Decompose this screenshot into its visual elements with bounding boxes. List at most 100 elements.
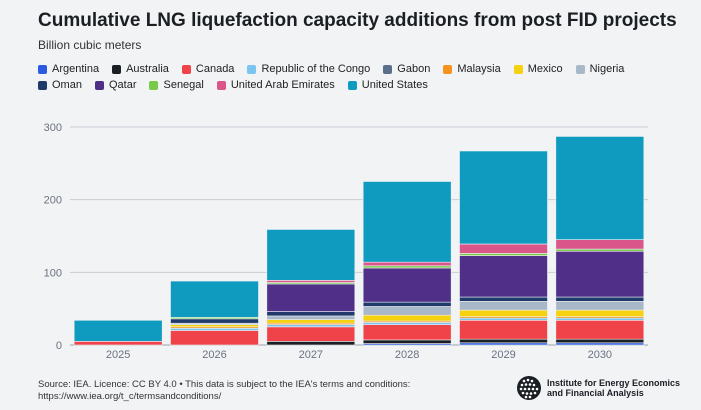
- y-tick-label: 300: [44, 122, 62, 134]
- chart-subtitle: Billion cubic meters: [38, 38, 142, 52]
- x-tick-label: 2029: [491, 349, 515, 361]
- x-tick-label: 2027: [299, 349, 323, 361]
- bar-segment-united-arab-emirates-2027[interactable]: [266, 280, 356, 283]
- source-line-2[interactable]: https://www.iea.org/t_c/termsandconditio…: [38, 391, 222, 402]
- bar-segment-united-arab-emirates-2029[interactable]: [459, 243, 548, 254]
- legend-swatch: [149, 80, 159, 90]
- bar-segment-qatar-2027[interactable]: [266, 283, 356, 312]
- legend-swatch: [383, 64, 393, 74]
- y-tick-label: 0: [56, 340, 62, 352]
- bar-segment-mexico-2026[interactable]: [170, 324, 259, 328]
- legend-label: Qatar: [108, 79, 137, 91]
- legend-item-nigeria[interactable]: Nigeria: [575, 62, 625, 76]
- bar-segment-republic-of-the-congo-2027[interactable]: [266, 324, 356, 328]
- bar-segment-republic-of-the-congo-2029[interactable]: [459, 317, 548, 321]
- bar-segment-united-states-2027[interactable]: [266, 229, 356, 281]
- chart-legend: Argentina Australia Canada Republic of the …: [38, 62, 678, 94]
- bar-segment-australia-2030[interactable]: [555, 338, 645, 344]
- legend-item-canada[interactable]: Canada: [181, 62, 234, 76]
- legend-label: Republic of the Congo: [261, 63, 371, 75]
- legend-item-senegal[interactable]: Senegal: [149, 78, 204, 92]
- bar-segment-united-states-2028[interactable]: [362, 181, 452, 263]
- ieefa-logo: Institute for Energy Economics and Finan…: [516, 375, 680, 401]
- x-tick-label: 2030: [588, 349, 612, 361]
- chart-svg: 0 100 200 300 2025 2026 2027 2028 2029 2030: [44, 122, 648, 361]
- legend-item-united-arab-emirates[interactable]: United Arab Emirates: [216, 78, 335, 92]
- bar-segment-mexico-2027[interactable]: [266, 319, 356, 324]
- legend-label: Senegal: [163, 79, 204, 91]
- bar-segment-nigeria-2027[interactable]: [266, 315, 356, 320]
- bar-segment-argentina-2030[interactable]: [555, 342, 645, 346]
- legend-item-qatar[interactable]: Qatar: [94, 78, 137, 92]
- legend-label: Australia: [126, 63, 169, 75]
- bar-segment-mexico-2028[interactable]: [362, 314, 452, 322]
- source-note: Source: IEA. Licence: CC BY 4.0 • This d…: [38, 379, 458, 403]
- bar-segment-canada-2028[interactable]: [362, 324, 452, 341]
- bar-segment-oman-2029[interactable]: [459, 296, 548, 302]
- legend-label: Argentina: [52, 63, 100, 75]
- legend-swatch: [443, 64, 453, 74]
- bar-segment-united-states-2029[interactable]: [459, 150, 548, 245]
- legend-item-argentina[interactable]: Argentina: [38, 62, 99, 76]
- bar-segment-nigeria-2029[interactable]: [459, 301, 548, 311]
- bar-segment-oman-2026[interactable]: [170, 318, 259, 324]
- bar-segment-canada-2025[interactable]: [73, 341, 163, 346]
- bar-segment-argentina-2029[interactable]: [459, 342, 548, 346]
- bar-segment-canada-2027[interactable]: [266, 326, 356, 342]
- legend-row-1: Argentina Australia Canada Republic of the …: [38, 62, 678, 76]
- legend-label: Oman: [52, 79, 82, 91]
- bar-segment-republic-of-the-congo-2028[interactable]: [362, 322, 452, 325]
- globe-icon: [517, 376, 541, 400]
- bar-segment-qatar-2028[interactable]: [362, 267, 452, 303]
- bar-segment-senegal-2030[interactable]: [555, 248, 645, 252]
- bar-segment-canada-2026[interactable]: [170, 330, 259, 346]
- bar-segment-mexico-2029[interactable]: [459, 309, 548, 317]
- bar-segment-united-arab-emirates-2028[interactable]: [362, 261, 452, 267]
- bar-segment-canada-2030[interactable]: [555, 319, 645, 340]
- logo-text: Institute for Energy Economics and Finan…: [547, 378, 680, 399]
- legend-item-mexico[interactable]: Mexico: [513, 62, 563, 76]
- logo-line-1: Institute for Energy Economics: [547, 377, 681, 388]
- bar-segment-united-arab-emirates-2030[interactable]: [555, 239, 645, 250]
- legend-swatch: [216, 80, 226, 90]
- legend-item-oman[interactable]: Oman: [38, 78, 82, 92]
- legend-swatch: [38, 80, 47, 90]
- bar-segment-oman-2027[interactable]: [266, 311, 356, 317]
- bar-segment-senegal-2028[interactable]: [362, 265, 452, 269]
- bar-segment-nigeria-2030[interactable]: [555, 301, 645, 311]
- legend-item-united-states[interactable]: United States: [347, 78, 428, 92]
- legend-label: Gabon: [397, 63, 431, 75]
- bar-segment-united-states-2025[interactable]: [73, 319, 163, 342]
- legend-row-2: Oman Qatar Senegal United Arab Emirates Unit…: [38, 78, 678, 92]
- chart-title: Cumulative LNG liquefaction capacity add…: [38, 10, 677, 31]
- legend-label: United States: [361, 79, 428, 91]
- legend-item-australia[interactable]: Australia: [112, 62, 169, 76]
- bar-segment-qatar-2029[interactable]: [459, 255, 548, 298]
- bar-segment-oman-2030[interactable]: [555, 296, 645, 302]
- bar-segment-canada-2029[interactable]: [459, 319, 548, 340]
- logo-line-2: and Financial Analysis: [547, 388, 644, 398]
- legend-item-malaysia[interactable]: Malaysia: [443, 62, 501, 76]
- legend-label: Nigeria: [589, 63, 625, 75]
- bar-segment-united-states-2030[interactable]: [555, 136, 645, 240]
- bar-segment-australia-2029[interactable]: [459, 338, 548, 344]
- legend-swatch: [247, 64, 257, 74]
- legend-swatch: [181, 64, 191, 74]
- bar-segment-qatar-2030[interactable]: [555, 250, 645, 298]
- bar-segment-nigeria-2028[interactable]: [362, 306, 452, 316]
- bar-segment-senegal-2029[interactable]: [459, 253, 548, 256]
- bar-segment-australia-2028[interactable]: [362, 339, 452, 344]
- bar-segment-australia-2027[interactable]: [266, 341, 356, 346]
- legend-item-republic-of-the-congo[interactable]: Republic of the Congo: [247, 62, 370, 76]
- legend-swatch: [575, 64, 585, 74]
- legend-label: Malaysia: [457, 63, 501, 75]
- bar-segment-republic-of-the-congo-2026[interactable]: [170, 327, 259, 331]
- bar-segment-republic-of-the-congo-2030[interactable]: [555, 317, 645, 321]
- bar-segment-united-states-2026[interactable]: [170, 280, 259, 318]
- legend-item-gabon[interactable]: Gabon: [383, 62, 430, 76]
- legend-swatch: [38, 64, 47, 74]
- legend-swatch: [94, 80, 104, 90]
- bar-segment-oman-2028[interactable]: [362, 301, 452, 307]
- y-tick-label: 100: [44, 267, 62, 279]
- bar-segment-mexico-2030[interactable]: [555, 309, 645, 317]
